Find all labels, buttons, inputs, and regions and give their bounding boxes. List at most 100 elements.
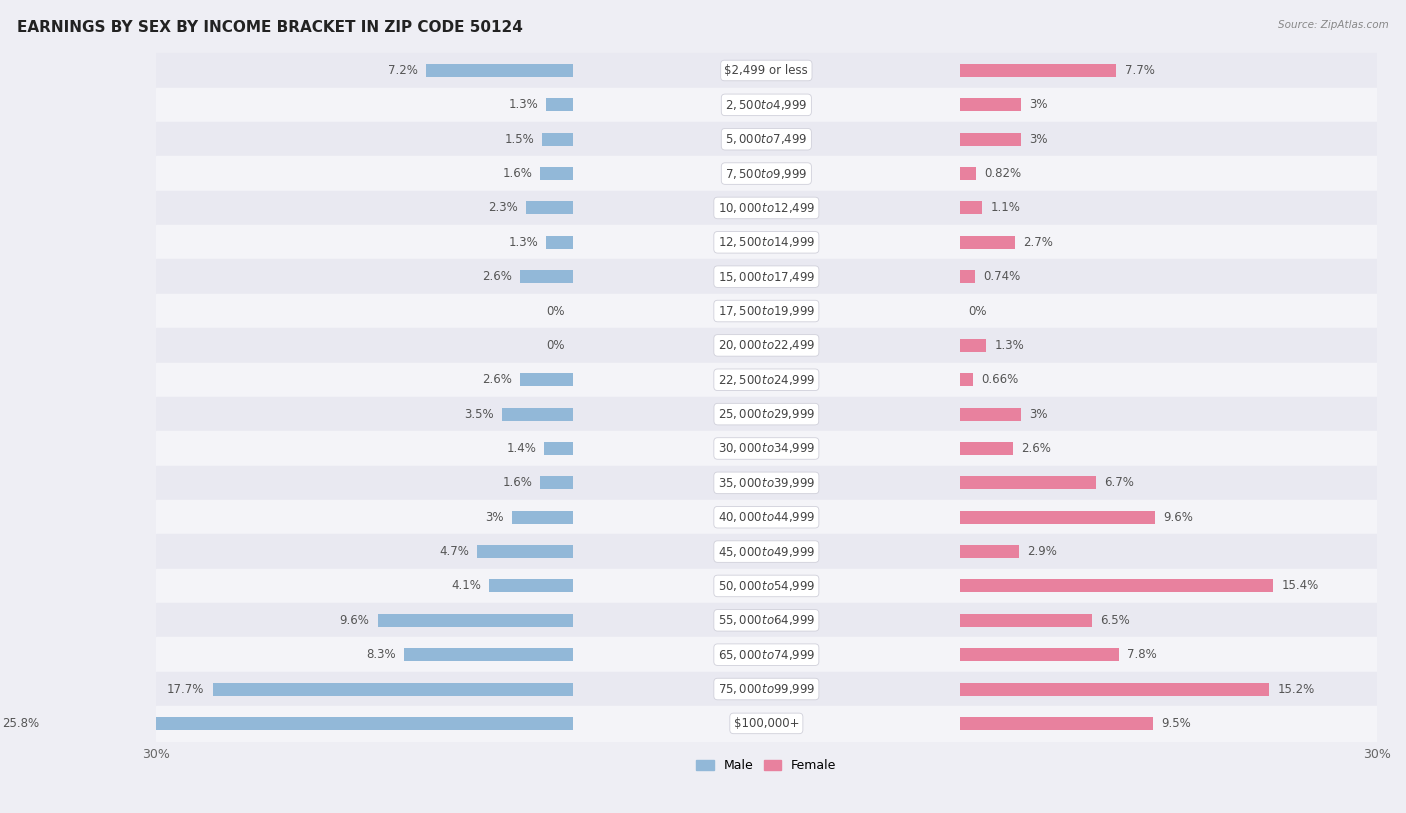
Text: 1.1%: 1.1% [990,202,1021,215]
Text: 3%: 3% [485,511,503,524]
Bar [156,293,1376,328]
Text: 6.7%: 6.7% [1104,476,1135,489]
Bar [547,236,574,249]
Bar [156,500,1376,534]
Bar [156,259,1376,293]
Text: 6.5%: 6.5% [1101,614,1130,627]
Bar [540,476,574,489]
Bar [543,133,574,146]
Text: 3.5%: 3.5% [464,407,494,420]
Text: 7.8%: 7.8% [1126,648,1156,661]
Bar [156,397,1376,432]
Bar [960,442,1012,455]
Text: 2.7%: 2.7% [1022,236,1053,249]
Text: 15.4%: 15.4% [1281,580,1319,593]
Text: 2.3%: 2.3% [488,202,517,215]
Bar [520,270,574,283]
Text: $15,000 to $17,499: $15,000 to $17,499 [717,270,815,284]
Bar [960,339,986,352]
Text: 17.7%: 17.7% [167,683,204,696]
Text: 8.3%: 8.3% [366,648,396,661]
Bar [960,64,1116,77]
Text: 1.3%: 1.3% [509,236,538,249]
Text: $55,000 to $64,999: $55,000 to $64,999 [717,613,815,628]
Bar [477,545,574,558]
Bar [540,167,574,180]
Text: $50,000 to $54,999: $50,000 to $54,999 [717,579,815,593]
Bar [547,98,574,111]
Text: 1.3%: 1.3% [509,98,538,111]
Text: 9.5%: 9.5% [1161,717,1191,730]
Bar [156,328,1376,363]
Text: $22,500 to $24,999: $22,500 to $24,999 [717,372,815,387]
Bar [960,717,1153,730]
Bar [960,236,1015,249]
Bar [512,511,574,524]
Text: $30,000 to $34,999: $30,000 to $34,999 [717,441,815,455]
Bar [156,191,1376,225]
Text: 1.5%: 1.5% [505,133,534,146]
Bar [960,133,1021,146]
Text: 1.6%: 1.6% [502,167,533,180]
Bar [489,580,574,593]
Text: 3%: 3% [1029,407,1047,420]
Text: $25,000 to $29,999: $25,000 to $29,999 [717,407,815,421]
Text: Source: ZipAtlas.com: Source: ZipAtlas.com [1278,20,1389,30]
Bar [156,466,1376,500]
Bar [156,534,1376,569]
Bar [426,64,574,77]
Text: 7.7%: 7.7% [1125,64,1154,77]
Text: $17,500 to $19,999: $17,500 to $19,999 [717,304,815,318]
Text: 0.66%: 0.66% [981,373,1018,386]
Bar [156,672,1376,706]
Text: 9.6%: 9.6% [1163,511,1194,524]
Bar [156,569,1376,603]
Text: 2.6%: 2.6% [482,270,512,283]
Text: $100,000+: $100,000+ [734,717,799,730]
Text: $40,000 to $44,999: $40,000 to $44,999 [717,511,815,524]
Text: 7.2%: 7.2% [388,64,418,77]
Text: $45,000 to $49,999: $45,000 to $49,999 [717,545,815,559]
Bar [156,706,1376,741]
Bar [404,648,574,661]
Text: $5,000 to $7,499: $5,000 to $7,499 [725,133,807,146]
Text: EARNINGS BY SEX BY INCOME BRACKET IN ZIP CODE 50124: EARNINGS BY SEX BY INCOME BRACKET IN ZIP… [17,20,523,35]
Text: 1.6%: 1.6% [502,476,533,489]
Bar [960,373,973,386]
Bar [520,373,574,386]
Text: 0.82%: 0.82% [984,167,1022,180]
Bar [48,717,574,730]
Text: $12,500 to $14,999: $12,500 to $14,999 [717,235,815,250]
Bar [156,122,1376,156]
Text: 1.3%: 1.3% [994,339,1024,352]
Bar [526,202,574,215]
Bar [960,476,1097,489]
Text: 25.8%: 25.8% [3,717,39,730]
Text: 0%: 0% [967,305,987,318]
Text: $7,500 to $9,999: $7,500 to $9,999 [725,167,807,180]
Text: $2,499 or less: $2,499 or less [724,64,808,77]
Bar [156,432,1376,466]
Bar [960,580,1274,593]
Text: 0%: 0% [547,339,565,352]
Bar [544,442,574,455]
Bar [212,682,574,696]
Text: 4.1%: 4.1% [451,580,481,593]
Text: 0%: 0% [547,305,565,318]
Bar [156,156,1376,191]
Text: $10,000 to $12,499: $10,000 to $12,499 [717,201,815,215]
Text: 9.6%: 9.6% [339,614,370,627]
Text: $35,000 to $39,999: $35,000 to $39,999 [717,476,815,490]
Bar [960,648,1119,661]
Text: 3%: 3% [1029,98,1047,111]
Bar [960,545,1019,558]
Text: $75,000 to $99,999: $75,000 to $99,999 [717,682,815,696]
Bar [960,202,983,215]
Bar [156,637,1376,672]
Text: $2,500 to $4,999: $2,500 to $4,999 [725,98,807,112]
Bar [156,54,1376,88]
Bar [960,98,1021,111]
Text: $65,000 to $74,999: $65,000 to $74,999 [717,648,815,662]
Bar [960,167,976,180]
Bar [960,614,1092,627]
